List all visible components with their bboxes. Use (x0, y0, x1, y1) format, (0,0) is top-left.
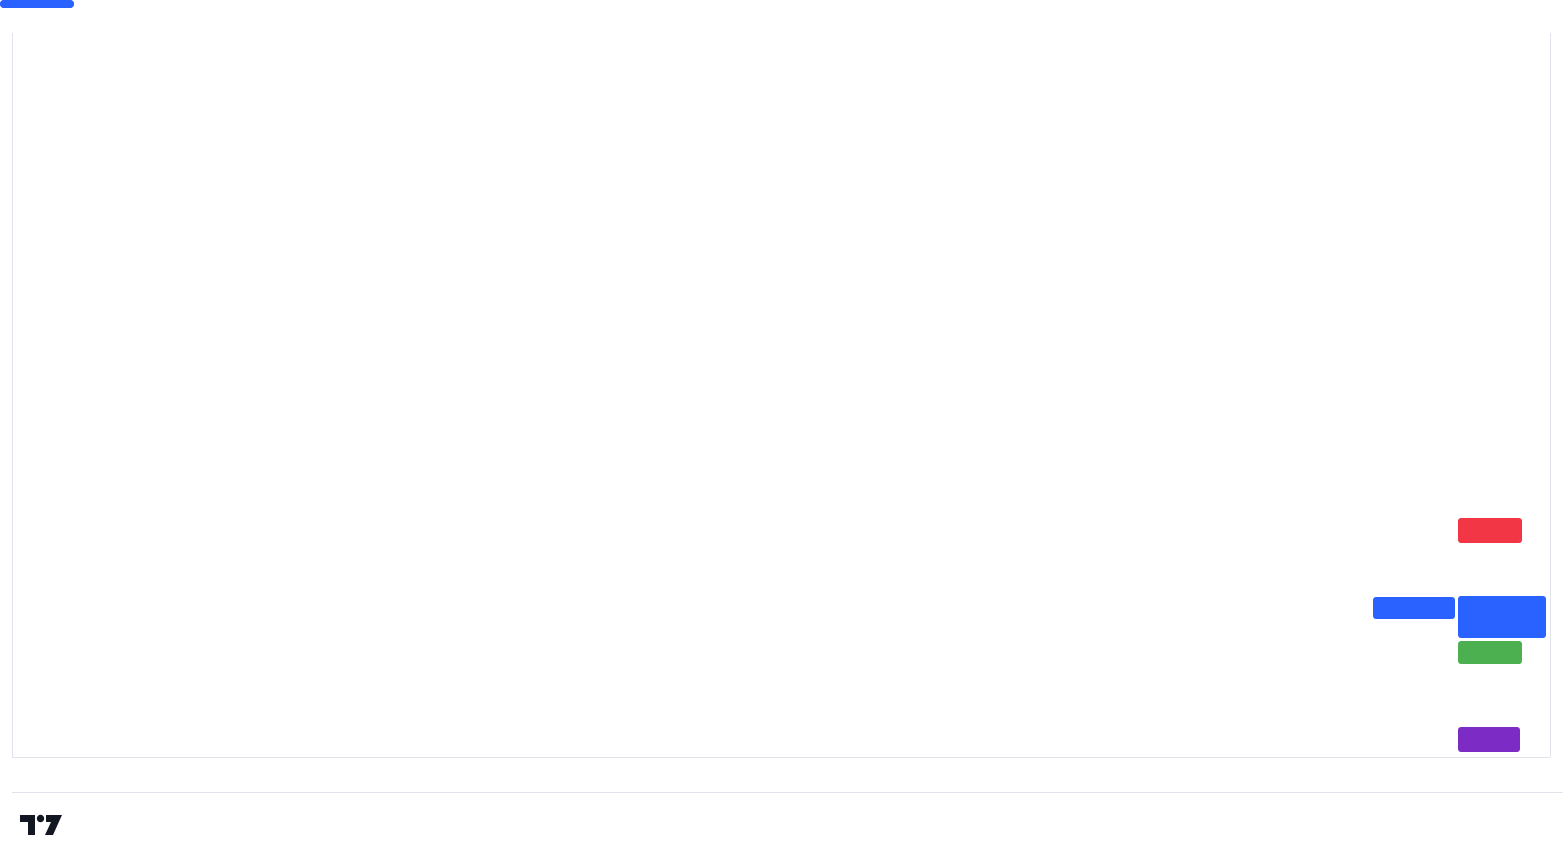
symbol-price-flag (1373, 597, 1455, 619)
price-callout-3120[interactable] (0, 0, 74, 8)
indicator-legend-row[interactable] (22, 66, 101, 87)
purple-level-price-flag (1458, 727, 1520, 752)
tenkan-price-flag (1458, 641, 1522, 664)
last-price-flag (1458, 596, 1546, 638)
pane-left-border (12, 33, 13, 757)
kijun-price-flag (1458, 518, 1522, 543)
tradingview-logo-icon (20, 814, 62, 835)
legend (22, 45, 101, 87)
pane-right-border (1550, 33, 1551, 757)
time-axis-separator (12, 757, 1550, 758)
tradingview-watermark (20, 812, 73, 836)
bar-countdown (1458, 599, 1546, 600)
legend-separator-2 (28, 47, 34, 64)
symbol-legend-row[interactable] (22, 45, 101, 66)
footer-separator (12, 792, 1563, 793)
